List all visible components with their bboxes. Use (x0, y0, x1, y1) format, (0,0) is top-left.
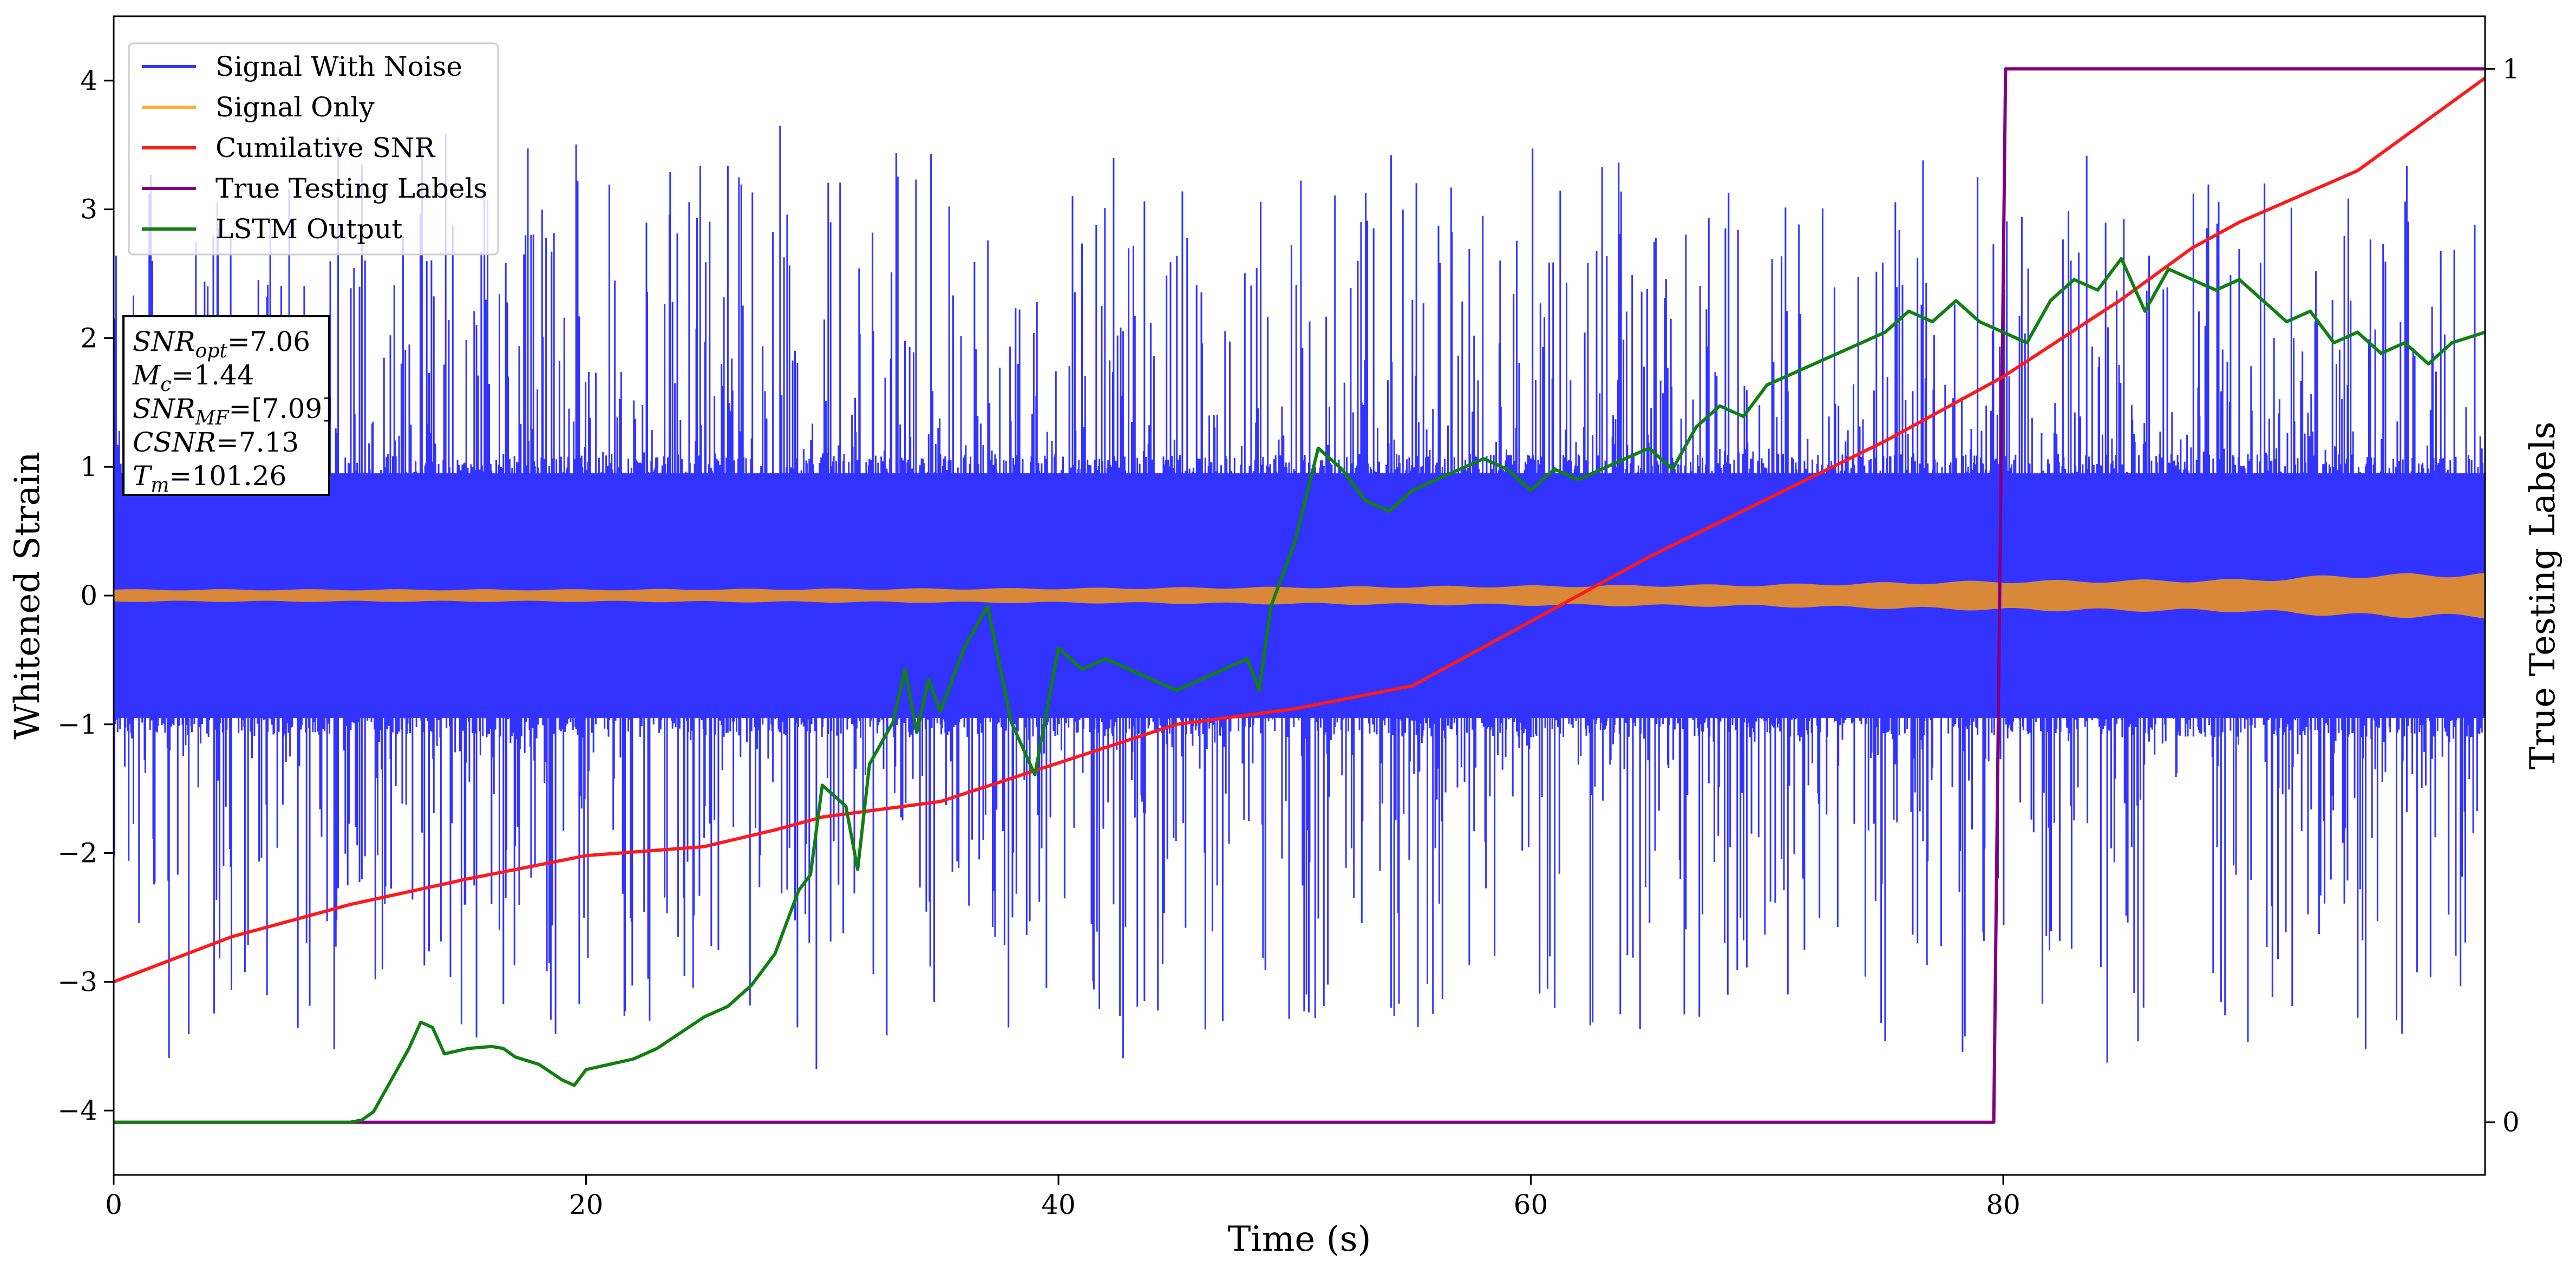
y-tick-label: 4 (80, 65, 97, 96)
series-lstm-output (114, 257, 2485, 1124)
info-line: SNRopt=7.06 (133, 326, 310, 362)
x-tick-label: 80 (1986, 1189, 2021, 1220)
legend-label: Signal Only (215, 92, 375, 123)
plot-area (114, 67, 2485, 1124)
y-axis-right: 01 (2485, 53, 2520, 1138)
y2-tick-label: 1 (2502, 53, 2520, 84)
info-line: SNRMF=[7.09] (133, 393, 333, 429)
legend-label: True Testing Labels (215, 173, 487, 204)
y-tick-label: 2 (80, 322, 97, 354)
info-line: CSNR=7.13 (133, 427, 299, 458)
y-tick-label: −3 (57, 966, 97, 997)
cumilative-snr-line (114, 76, 2485, 984)
y-axis-left: −4 −3 −2 −1 0 1 2 3 4 (57, 65, 114, 1126)
y-tick-label: 3 (80, 194, 97, 225)
y-axis-title: Whitened Strain (8, 452, 48, 739)
lstm-output-line (114, 257, 2485, 1124)
x-tick-label: 60 (1514, 1189, 1548, 1220)
legend: Signal With Noise Signal Only Cumilative S… (128, 42, 499, 256)
info-box: SNRopt=7.06Mc=1.44SNRMF=[7.09]CSNR=7.13T… (122, 315, 333, 496)
y2-tick-label: 0 (2502, 1107, 2520, 1138)
signal-envelope (114, 572, 2485, 619)
series-signal-only (114, 572, 2485, 619)
y-tick-label: 1 (80, 451, 97, 482)
x-axis: 0 20 40 60 80 (105, 1175, 2021, 1220)
info-box-frame (122, 315, 330, 496)
series-cumilative-snr (114, 76, 2485, 984)
x-tick-label: 40 (1041, 1189, 1076, 1220)
legend-label: Signal With Noise (215, 51, 462, 82)
true-labels-line (114, 67, 2485, 1124)
legend-frame (128, 42, 499, 256)
legend-label: Cumilative SNR (215, 132, 435, 164)
y2-axis-title: True Testing Labels (2523, 422, 2563, 770)
x-axis-title: Time (s) (1228, 1219, 1371, 1259)
x-tick-label: 0 (105, 1189, 122, 1220)
series-true-testing-labels (114, 67, 2485, 1124)
y-tick-label: 0 (80, 580, 97, 611)
x-tick-label: 20 (569, 1189, 604, 1220)
y-tick-label: −1 (57, 709, 97, 740)
y-tick-label: −4 (57, 1095, 97, 1126)
y-tick-label: −2 (57, 838, 97, 869)
info-line: Tm=101.26 (133, 460, 286, 496)
legend-label: LSTM Output (215, 213, 402, 245)
info-line: Mc=1.44 (132, 360, 254, 396)
